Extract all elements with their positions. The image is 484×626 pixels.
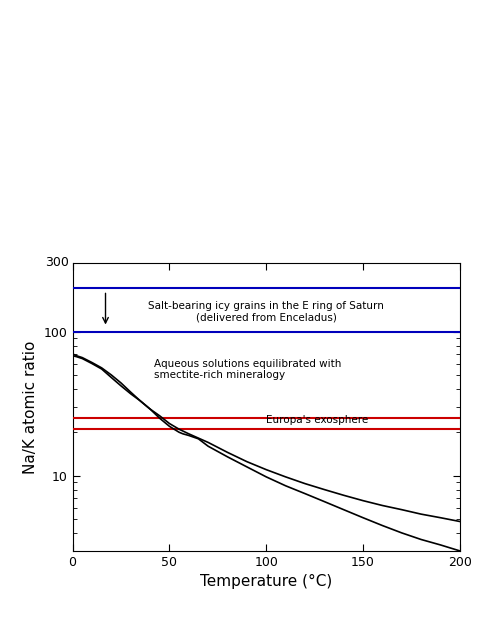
Text: Europa's exosphere: Europa's exosphere	[266, 416, 368, 426]
Text: 300: 300	[45, 257, 69, 269]
Y-axis label: Na/K atomic ratio: Na/K atomic ratio	[23, 340, 38, 474]
X-axis label: Temperature (°C): Temperature (°C)	[200, 574, 333, 589]
Text: Aqueous solutions equilibrated with: Aqueous solutions equilibrated with	[154, 359, 341, 369]
Text: smectite-rich mineralogy: smectite-rich mineralogy	[154, 370, 285, 380]
Text: Salt-bearing icy grains in the E ring of Saturn: Salt-bearing icy grains in the E ring of…	[148, 301, 384, 311]
Text: (delivered from Enceladus): (delivered from Enceladus)	[196, 312, 337, 322]
